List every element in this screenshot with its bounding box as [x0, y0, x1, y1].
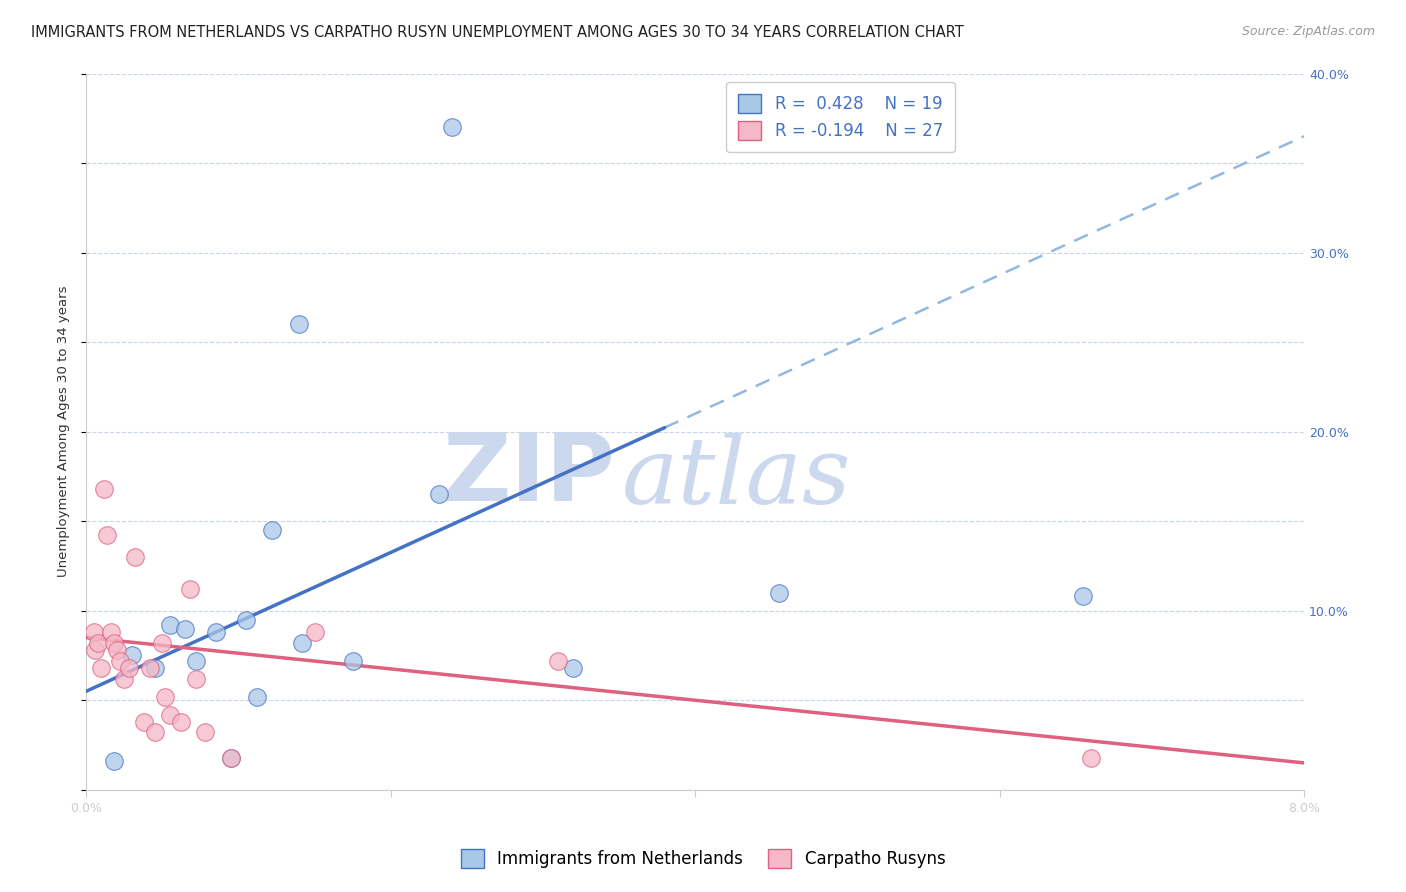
Text: atlas: atlas [621, 434, 852, 524]
Point [174, 622, 197, 636]
Point [219, 750, 242, 764]
Point [768, 586, 790, 600]
Point [179, 582, 201, 597]
Point [150, 636, 173, 650]
Point [440, 120, 463, 135]
Legend: Immigrants from Netherlands, Carpatho Rusyns: Immigrants from Netherlands, Carpatho Ru… [454, 842, 952, 875]
Point [169, 714, 191, 729]
Point [124, 549, 146, 564]
Point [342, 654, 364, 668]
Point [204, 625, 226, 640]
Point [96, 528, 118, 542]
Point [87, 636, 110, 650]
Point [304, 625, 326, 640]
Point [90, 661, 112, 675]
Point [155, 690, 177, 704]
Point [184, 654, 207, 668]
Point [562, 661, 585, 675]
Point [184, 672, 207, 686]
Point [100, 625, 122, 640]
Point [143, 725, 166, 739]
Point [139, 661, 162, 675]
Point [159, 618, 181, 632]
Point [194, 725, 217, 739]
Point [235, 613, 257, 627]
Point [83, 625, 105, 640]
Legend: R =  0.428    N = 19, R = -0.194    N = 27: R = 0.428 N = 19, R = -0.194 N = 27 [727, 82, 955, 152]
Text: Source: ZipAtlas.com: Source: ZipAtlas.com [1241, 25, 1375, 38]
Point [112, 672, 135, 686]
Point [159, 707, 181, 722]
Point [105, 643, 128, 657]
Point [547, 654, 569, 668]
Point [103, 636, 125, 650]
Y-axis label: Unemployment Among Ages 30 to 34 years: Unemployment Among Ages 30 to 34 years [58, 286, 70, 577]
Point [132, 714, 155, 729]
Text: IMMIGRANTS FROM NETHERLANDS VS CARPATHO RUSYN UNEMPLOYMENT AMONG AGES 30 TO 34 Y: IMMIGRANTS FROM NETHERLANDS VS CARPATHO … [31, 25, 963, 40]
Point [103, 754, 125, 768]
Point [108, 654, 131, 668]
Point [1073, 590, 1095, 604]
Point [93, 482, 115, 496]
Point [219, 750, 242, 764]
Point [246, 690, 269, 704]
Point [427, 487, 450, 501]
Text: ZIP: ZIP [443, 429, 616, 521]
Point [1080, 750, 1102, 764]
Point [260, 523, 283, 537]
Point [84, 643, 107, 657]
Point [288, 317, 311, 331]
Point [121, 648, 143, 663]
Point [291, 636, 314, 650]
Point [143, 661, 166, 675]
Point [118, 661, 141, 675]
